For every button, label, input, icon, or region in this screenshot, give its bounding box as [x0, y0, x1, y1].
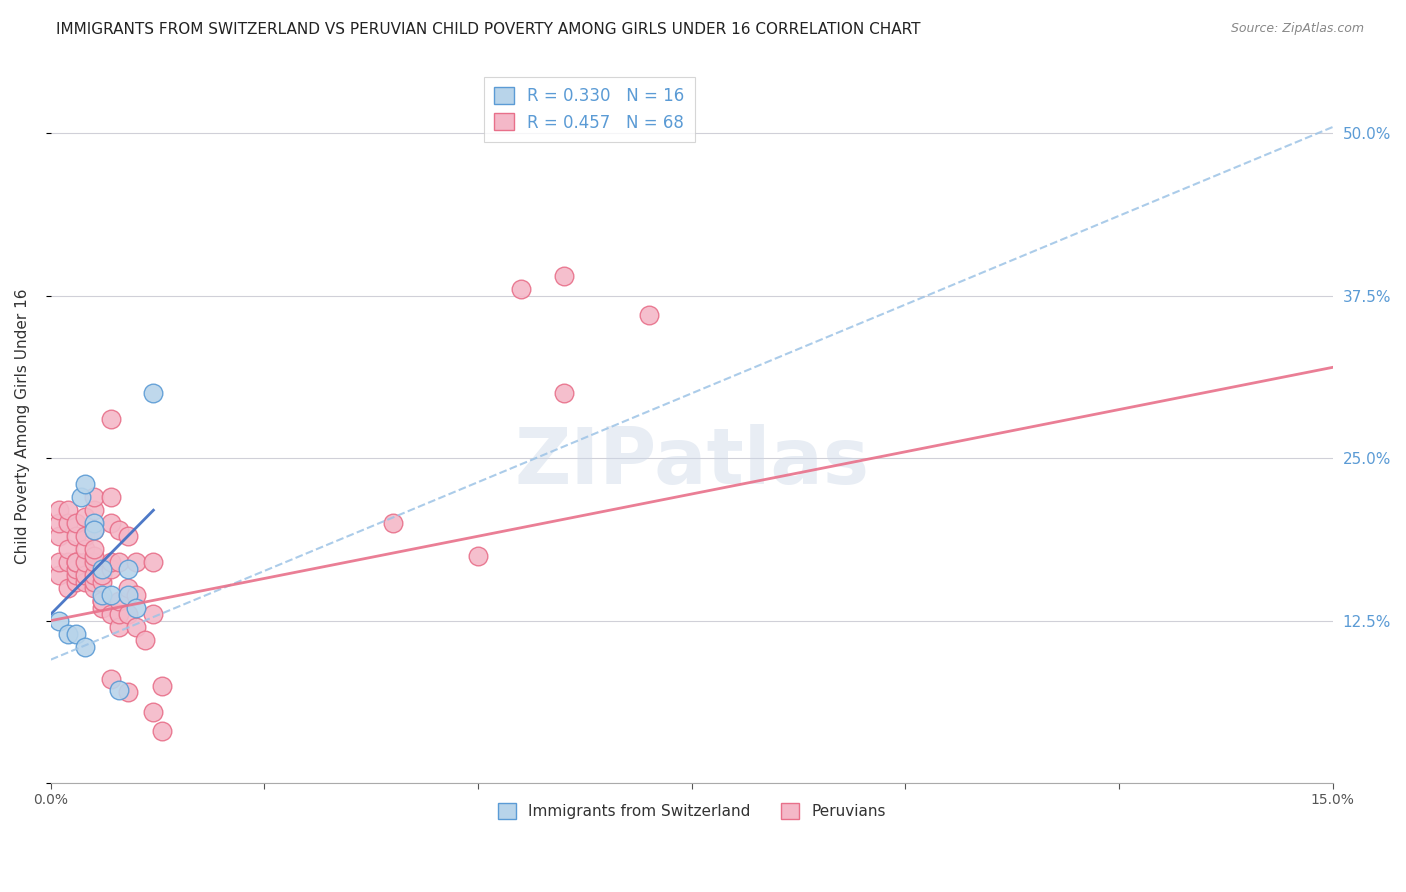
Point — [467, 549, 489, 563]
Point — [142, 607, 165, 622]
Point — [56, 503, 79, 517]
Point — [150, 724, 173, 739]
Legend: Immigrants from Switzerland, Peruvians: Immigrants from Switzerland, Peruvians — [492, 797, 893, 825]
Point — [108, 594, 131, 608]
Point — [125, 588, 148, 602]
Point — [73, 542, 96, 557]
Point — [117, 685, 139, 699]
Point — [100, 412, 122, 426]
Point — [108, 523, 131, 537]
Point — [83, 581, 105, 595]
Text: IMMIGRANTS FROM SWITZERLAND VS PERUVIAN CHILD POVERTY AMONG GIRLS UNDER 16 CORRE: IMMIGRANTS FROM SWITZERLAND VS PERUVIAN … — [56, 22, 921, 37]
Point — [125, 555, 148, 569]
Point — [381, 516, 404, 531]
Point — [56, 626, 79, 640]
Point — [56, 542, 79, 557]
Point — [73, 555, 96, 569]
Point — [83, 555, 105, 569]
Point — [83, 574, 105, 589]
Point — [83, 523, 105, 537]
Point — [73, 477, 96, 491]
Point — [91, 568, 114, 582]
Point — [117, 588, 139, 602]
Point — [69, 490, 91, 504]
Point — [142, 386, 165, 401]
Point — [142, 555, 165, 569]
Point — [100, 562, 122, 576]
Point — [638, 309, 661, 323]
Point — [91, 562, 114, 576]
Point — [48, 529, 70, 543]
Point — [65, 626, 87, 640]
Point — [100, 607, 122, 622]
Point — [48, 614, 70, 628]
Point — [100, 588, 122, 602]
Point — [553, 269, 575, 284]
Point — [83, 549, 105, 563]
Point — [117, 562, 139, 576]
Point — [553, 386, 575, 401]
Point — [117, 607, 139, 622]
Point — [65, 555, 87, 569]
Point — [108, 620, 131, 634]
Point — [65, 568, 87, 582]
Point — [48, 516, 70, 531]
Point — [73, 640, 96, 654]
Point — [56, 581, 79, 595]
Point — [48, 568, 70, 582]
Point — [142, 705, 165, 719]
Point — [100, 555, 122, 569]
Point — [134, 633, 156, 648]
Point — [91, 588, 114, 602]
Point — [73, 568, 96, 582]
Point — [56, 555, 79, 569]
Point — [91, 594, 114, 608]
Point — [91, 594, 114, 608]
Point — [125, 620, 148, 634]
Y-axis label: Child Poverty Among Girls Under 16: Child Poverty Among Girls Under 16 — [15, 288, 30, 564]
Point — [125, 600, 148, 615]
Point — [509, 282, 531, 296]
Text: Source: ZipAtlas.com: Source: ZipAtlas.com — [1230, 22, 1364, 36]
Point — [100, 490, 122, 504]
Point — [108, 555, 131, 569]
Point — [65, 562, 87, 576]
Point — [91, 574, 114, 589]
Point — [73, 529, 96, 543]
Point — [117, 529, 139, 543]
Point — [108, 607, 131, 622]
Point — [73, 509, 96, 524]
Point — [65, 529, 87, 543]
Point — [83, 568, 105, 582]
Text: ZIPatlas: ZIPatlas — [515, 424, 869, 500]
Point — [65, 555, 87, 569]
Point — [91, 600, 114, 615]
Point — [100, 672, 122, 686]
Point — [150, 679, 173, 693]
Point — [56, 516, 79, 531]
Point — [108, 682, 131, 697]
Point — [65, 574, 87, 589]
Point — [73, 574, 96, 589]
Point — [83, 503, 105, 517]
Point — [48, 555, 70, 569]
Point — [83, 542, 105, 557]
Point — [100, 516, 122, 531]
Point — [117, 581, 139, 595]
Point — [48, 503, 70, 517]
Point — [83, 523, 105, 537]
Point — [83, 516, 105, 531]
Point — [83, 490, 105, 504]
Point — [65, 516, 87, 531]
